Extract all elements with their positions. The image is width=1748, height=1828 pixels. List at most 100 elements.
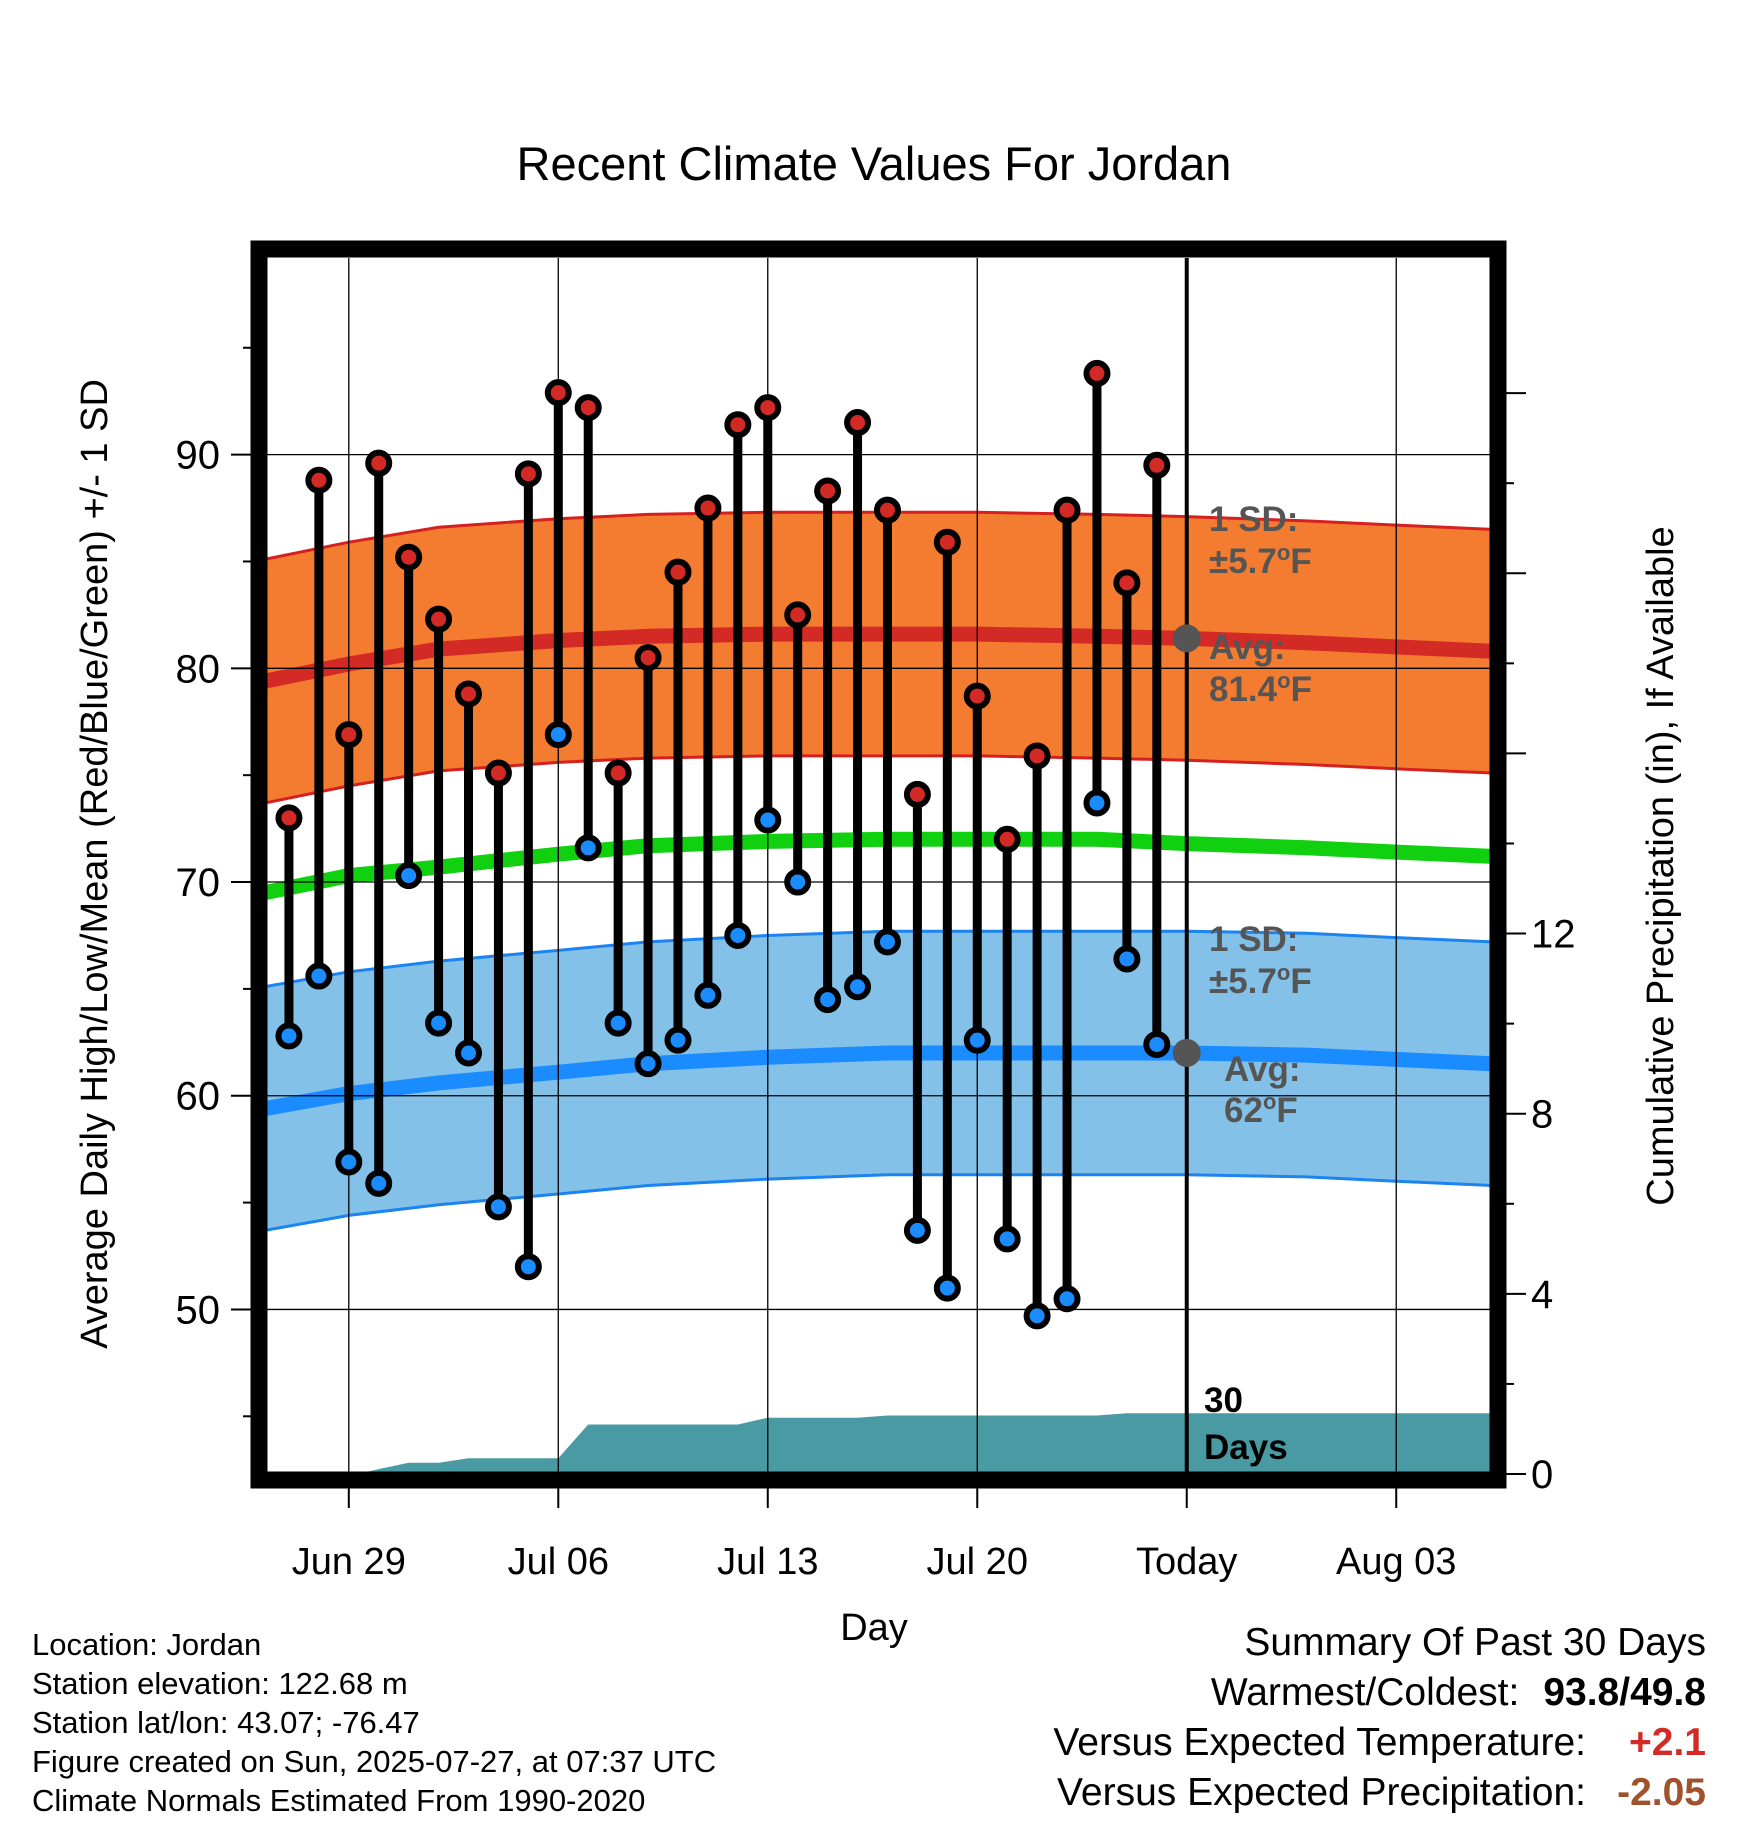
precipitation-area [265, 1413, 1492, 1474]
low-avg-label: Avg: [1224, 1050, 1300, 1089]
y-axis-label: Average Daily High/Low/Mean (Red/Blue/Gr… [74, 379, 116, 1349]
chart-title: Recent Climate Values For Jordan [517, 137, 1232, 190]
days-count-label: 30 [1204, 1381, 1243, 1420]
normal-mean-line [265, 831, 1492, 901]
today-high-avg-dot [1172, 624, 1201, 653]
y2-tick-label: 0 [1531, 1453, 1553, 1497]
summary-panel: Summary Of Past 30 Days Warmest/Coldest:… [1053, 1618, 1706, 1818]
x-tick-label: Jun 29 [292, 1541, 406, 1583]
daily-low-point [1083, 789, 1111, 817]
daily-high-point [814, 477, 842, 505]
daily-high-point [933, 528, 961, 556]
daily-high-point [425, 605, 453, 633]
y2-tick-label: 12 [1531, 913, 1576, 957]
y-tick-label: 50 [176, 1288, 221, 1332]
summary-temp-row: Versus Expected Temperature: +2.1 [1053, 1718, 1706, 1768]
daily-low-point [365, 1169, 393, 1197]
summary-heading: Summary Of Past 30 Days [1244, 1621, 1706, 1664]
daily-low-point [484, 1193, 512, 1221]
daily-low-point [963, 1026, 991, 1054]
daily-high-point [1113, 569, 1141, 597]
summary-warmest-row: Warmest/Coldest: 93.8/49.8 [1053, 1668, 1706, 1718]
daily-high-point [604, 759, 632, 787]
daily-high-point [1143, 451, 1171, 479]
daily-high-point [1053, 496, 1081, 524]
daily-low-point [664, 1026, 692, 1054]
daily-low-point [933, 1274, 961, 1302]
high-avg-label: Avg: [1209, 628, 1285, 667]
daily-low-point [425, 1009, 453, 1037]
daily-low-point [784, 868, 812, 896]
daily-low-point [754, 806, 782, 834]
low-sd-value: ±5.7oF [1209, 960, 1312, 1001]
y2-tick-label: 8 [1531, 1093, 1553, 1137]
daily-low-point [395, 862, 423, 890]
summary-warmest-value: 93.8/49.8 [1543, 1671, 1706, 1714]
daily-low-point [1143, 1030, 1171, 1058]
daily-low-point [814, 986, 842, 1014]
daily-low-point [335, 1148, 363, 1176]
x-tick-label: Jul 20 [927, 1541, 1028, 1583]
summary-precip-value: -2.05 [1617, 1771, 1706, 1814]
plot-frame [250, 240, 1507, 1489]
y2-axis-label: Cumulative Precipitation (in), If Availa… [1640, 526, 1682, 1205]
daily-high-point [963, 682, 991, 710]
today-low-avg-dot [1172, 1038, 1201, 1067]
daily-low-point [574, 834, 602, 862]
summary-temp-value: +2.1 [1629, 1721, 1706, 1764]
y-tick-label: 70 [176, 861, 221, 905]
daily-low-point [1053, 1285, 1081, 1313]
x-axis-label: Day [840, 1607, 908, 1649]
normal-low-avg-line [265, 1045, 1492, 1116]
daily-low-point [634, 1050, 662, 1078]
daily-high-point [844, 409, 872, 437]
daily-high-point [484, 759, 512, 787]
daily-high-point [365, 449, 393, 477]
daily-low-point [903, 1216, 931, 1244]
daily-high-point [754, 394, 782, 422]
info-normals: Climate Normals Estimated From 1990-2020 [32, 1783, 646, 1818]
daily-high-point [275, 804, 303, 832]
axes: 50 60 70 80 90 0 4 8 12 Jun 29 Jul 06 Jul 13 Jul 20 T… [176, 346, 1576, 1583]
daily-high-point [694, 494, 722, 522]
daily-low-point [1113, 945, 1141, 973]
daily-high-point [574, 394, 602, 422]
info-created: Figure created on Sun, 2025-07-27, at 07… [32, 1744, 717, 1779]
y2-tick-label: 4 [1531, 1273, 1553, 1317]
daily-low-point [844, 973, 872, 1001]
days-word-label: Days [1204, 1428, 1288, 1467]
summary-precip-row: Versus Expected Precipitation: -2.05 [1053, 1768, 1706, 1818]
summary-precip-label: Versus Expected Precipitation: [1057, 1771, 1586, 1814]
low-sd-label: 1 SD: [1209, 920, 1298, 959]
daily-low-point [544, 721, 572, 749]
daily-high-point [993, 825, 1021, 853]
info-latlon: Station lat/lon: 43.07; -76.47 [32, 1705, 420, 1740]
daily-high-point [664, 558, 692, 586]
daily-low-point [1023, 1302, 1051, 1330]
daily-high-point [873, 496, 901, 524]
y-tick-label: 90 [176, 434, 221, 478]
daily-high-point [544, 379, 572, 407]
daily-low-point [873, 928, 901, 956]
summary-temp-label: Versus Expected Temperature: [1053, 1721, 1586, 1764]
daily-high-point [724, 411, 752, 439]
daily-low-point [514, 1253, 542, 1281]
high-sd-label: 1 SD: [1209, 500, 1298, 539]
daily-low-point [305, 962, 333, 990]
daily-high-point [634, 644, 662, 672]
daily-high-point [335, 721, 363, 749]
high-avg-value: 81.4oF [1209, 668, 1312, 709]
x-tick-label: Aug 03 [1336, 1541, 1456, 1583]
daily-low-point [993, 1225, 1021, 1253]
x-tick-label: Today [1136, 1541, 1237, 1583]
daily-high-point [395, 543, 423, 571]
daily-high-point [1083, 359, 1111, 387]
daily-low-point [694, 981, 722, 1009]
summary-warmest-label: Warmest/Coldest: [1210, 1671, 1520, 1714]
high-sd-value: ±5.7oF [1209, 540, 1312, 581]
daily-high-point [903, 780, 931, 808]
daily-high-point [784, 601, 812, 629]
daily-high-point [455, 680, 483, 708]
